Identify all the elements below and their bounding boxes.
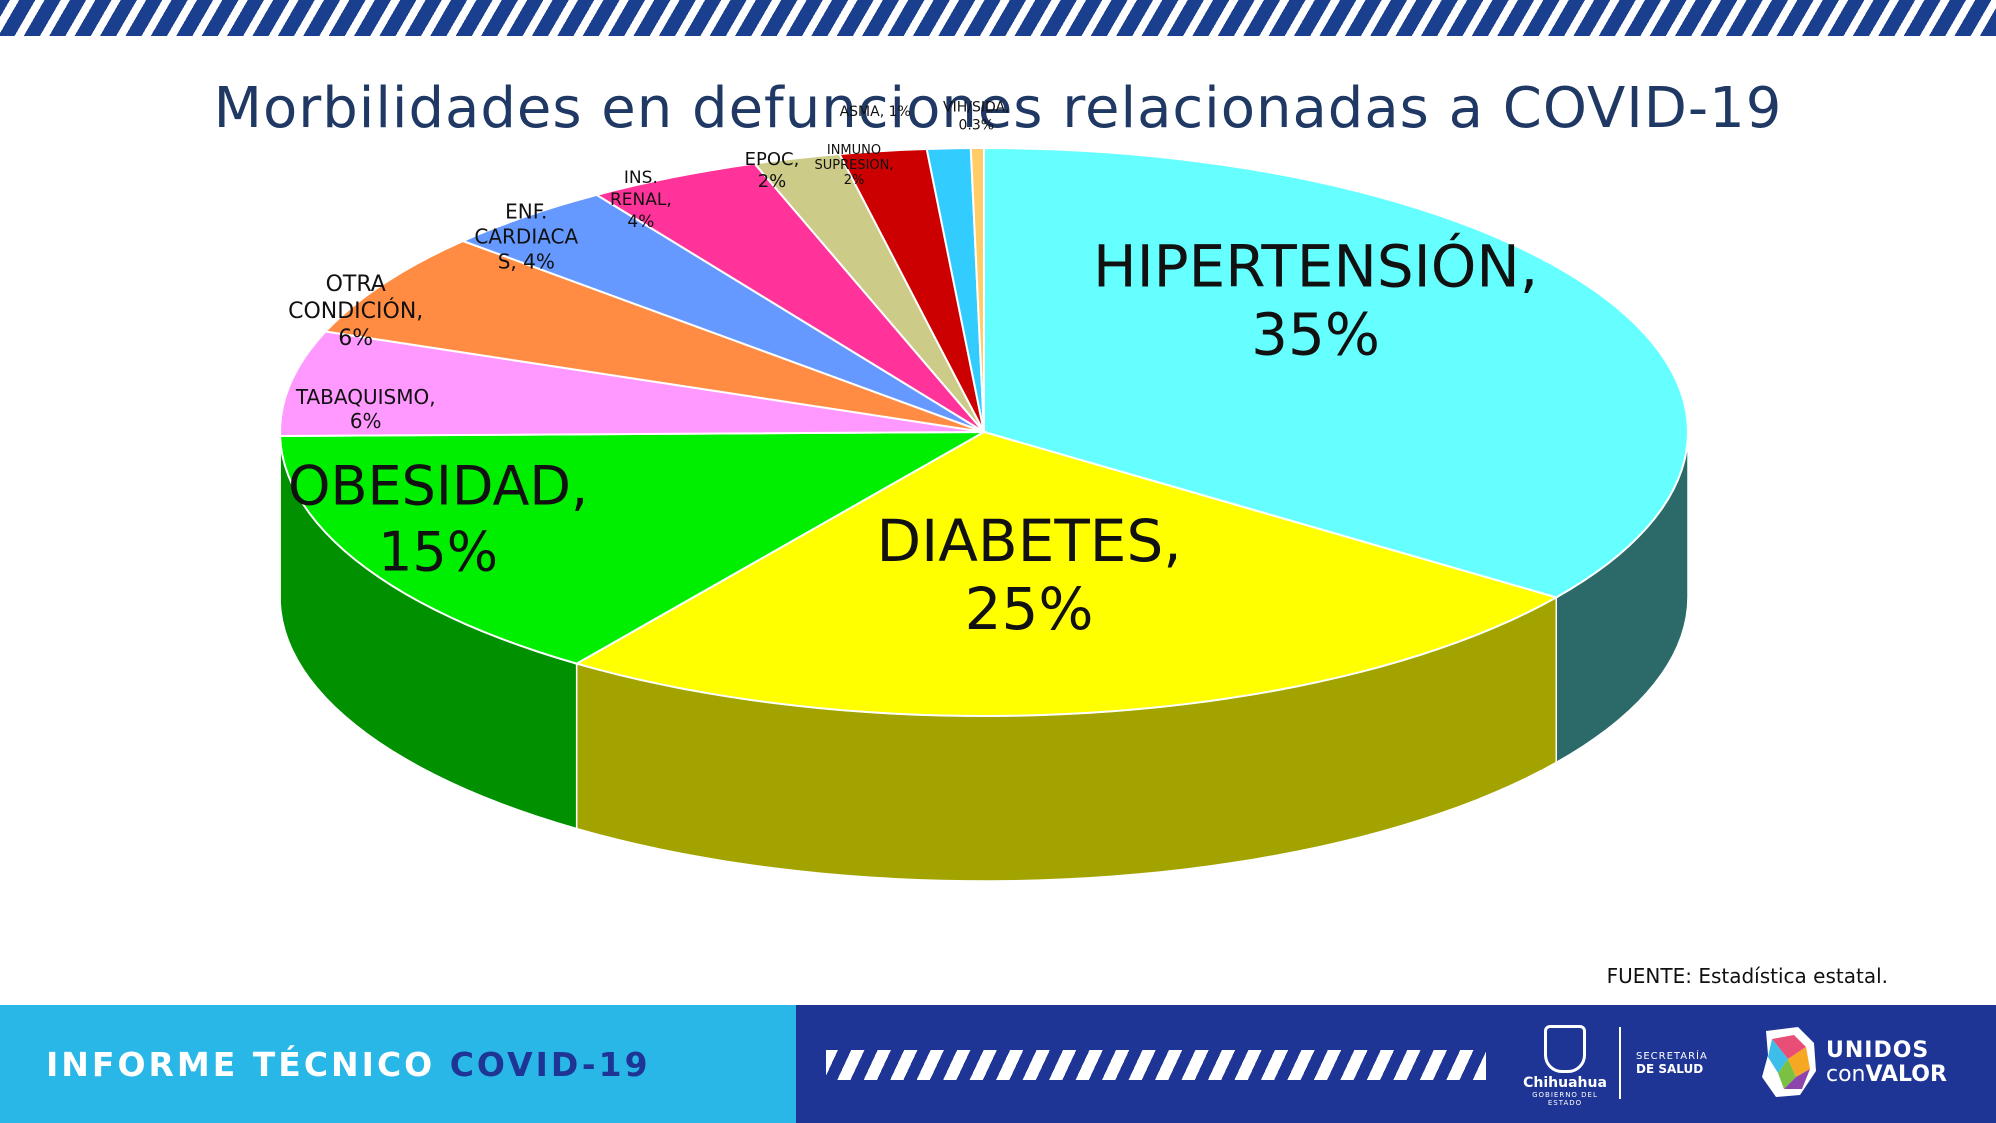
chihuahua-logo-subtext: GOBIERNO DEL ESTADO	[1532, 1091, 1598, 1107]
slice-label-2-line-1: 15%	[378, 521, 498, 584]
pie-side-walls	[279, 431, 1689, 882]
source-note: FUENTE: Estadística estatal.	[1606, 964, 1888, 988]
chihuahua-logo: Chihuahua GOBIERNO DEL ESTADO	[1520, 1025, 1610, 1107]
slice-label-5-line-2: S, 4%	[498, 249, 555, 273]
slice-label-10-line-0: VIH/SIDA,	[943, 100, 1010, 116]
secretaria-logo: SECRETARÍA DE SALUD	[1636, 1051, 1708, 1076]
slice-label-5-line-1: CARDIACA	[474, 224, 578, 248]
secretaria-line1: SECRETARÍA	[1636, 1051, 1708, 1062]
pie-slice-tabaquismo	[279, 330, 985, 438]
slice-label-10-line-1: 0.3%	[959, 118, 995, 134]
slice-label-6-line-2: 4%	[627, 212, 654, 232]
pie-slice-enf-cardiacas	[460, 193, 985, 433]
pie-slice-otra-condici-n	[323, 239, 985, 433]
report-label-highlight: COVID-19	[449, 1045, 651, 1084]
unidos-valor: VALOR	[1865, 1062, 1947, 1087]
slice-label-6-line-1: RENAL,	[610, 190, 672, 210]
pie-slice-vih-sida	[969, 146, 985, 433]
pie-labels: HIPERTENSIÓN,35% DIABETES,25% OBESIDAD,15%…	[288, 100, 1538, 643]
slice-label-7-line-0: EPOC,	[745, 149, 800, 170]
shield-icon	[1544, 1025, 1586, 1073]
footer-divider	[1619, 1027, 1621, 1099]
footer-bar: INFORME TÉCNICO COVID-19 Chihuahua GOBIE…	[0, 1005, 1996, 1123]
secretaria-line2: DE SALUD	[1636, 1062, 1704, 1076]
slice-label-8-line-2: 2%	[844, 173, 865, 188]
pie-chart: HIPERTENSIÓN,35% DIABETES,25% OBESIDAD,15%…	[278, 100, 1689, 882]
slice-label-5-line-0: ENF.	[505, 199, 547, 223]
pie-slice-diabetes	[574, 430, 1559, 717]
slice-label-8-line-0: INMUNO	[827, 143, 881, 158]
slice-label-2-line-0: OBESIDAD,	[288, 455, 588, 518]
unidos-con: con	[1826, 1062, 1866, 1087]
chihuahua-logo-text: Chihuahua	[1523, 1075, 1607, 1091]
slice-label-3-line-1: 6%	[350, 409, 382, 433]
pie-slice-ins-renal	[594, 162, 985, 433]
pie-top	[278, 146, 1689, 717]
slice-label-6-line-0: INS.	[624, 168, 658, 188]
chart-title: Morbilidades en defunciones relacionadas…	[213, 76, 1783, 141]
slice-label-1-line-0: DIABETES,	[876, 507, 1181, 575]
unidos-map-icon	[1762, 1027, 1816, 1097]
slice-label-0-line-0: HIPERTENSIÓN,	[1093, 232, 1538, 301]
report-label: INFORME TÉCNICO COVID-19	[46, 1045, 651, 1084]
pie-slice-obesidad	[278, 430, 988, 665]
slice-label-7-line-1: 2%	[758, 171, 787, 192]
slice-label-0-line-1: 35%	[1251, 301, 1380, 369]
slice-label-9-line-0: ASMA, 1%	[840, 104, 911, 120]
slice-label-8-line-1: SUPRESION,	[814, 158, 893, 173]
slice-label-3-line-0: TABAQUISMO,	[295, 385, 436, 409]
footer-left-panel: INFORME TÉCNICO COVID-19	[0, 1005, 796, 1123]
slice-label-4-line-2: 6%	[338, 326, 373, 351]
unidos-line1: UNIDOS	[1826, 1038, 1930, 1063]
pie-slice-hipertensi-n	[983, 146, 1689, 599]
unidos-logo-text: UNIDOS conVALOR	[1826, 1039, 1947, 1087]
unidos-line2: conVALOR	[1826, 1063, 1947, 1087]
top-stripe-banner	[0, 0, 1996, 36]
slice-label-4-line-1: CONDICIÓN,	[288, 298, 423, 324]
slice-label-1-line-1: 25%	[965, 575, 1094, 643]
slice-label-4-line-0: OTRA	[326, 272, 386, 297]
report-label-prefix: INFORME TÉCNICO	[46, 1045, 450, 1084]
footer-stripe-pattern	[826, 1050, 1486, 1080]
